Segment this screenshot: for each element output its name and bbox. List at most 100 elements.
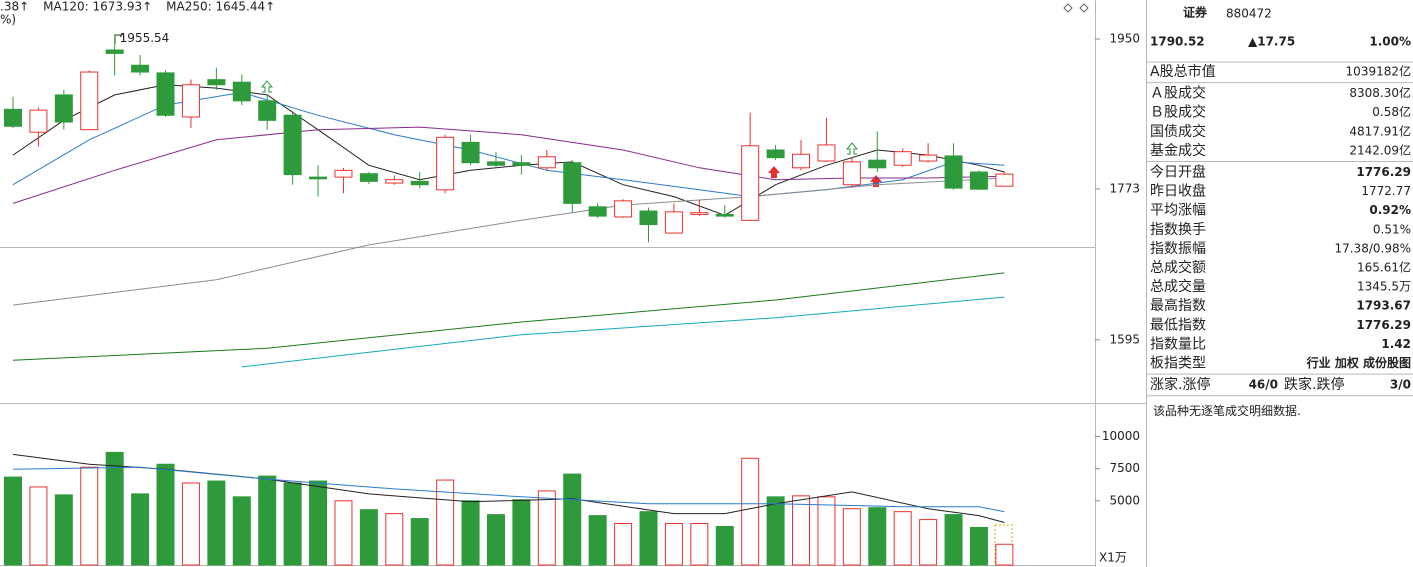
volume-bar [385,513,404,566]
volume-bar [207,480,226,566]
row-value: 17.38/0.98% [1334,241,1411,255]
volume-bar [842,508,861,566]
volume-bar [283,482,302,566]
volume-bar [563,473,582,566]
y-tick-label: 5000 [1109,493,1140,507]
toggle-icon[interactable] [1079,3,1089,13]
volume-bar [80,466,99,566]
row-value: 165.61亿 [1357,260,1411,275]
row-value: 1345.5万 [1357,280,1411,294]
row-value: 2142.09亿 [1349,142,1411,157]
candle-body [283,114,302,176]
candle-body [436,136,455,191]
candle-body [29,109,48,133]
candle-body [563,162,582,204]
row-label: 总成交额 [1150,259,1206,276]
candle-body [131,64,150,73]
y-tick-label: 1595 [1109,332,1140,346]
ma-line [12,466,1005,513]
volume-bar [588,515,607,566]
candle-body [766,149,785,159]
candle-body [207,79,226,86]
candle-body [614,200,633,218]
signal-icon [845,142,859,155]
ma-legend: MA250: 1645.44↑ [166,0,275,14]
panel-note: 该品种无逐笔成交明细数据. [1153,403,1301,418]
volume-bar [436,479,455,566]
candle-body [868,159,887,169]
row-value: 0.58亿 [1372,104,1411,119]
row-value: 行业 加权 成份股图 [1306,355,1411,370]
candle-body [664,211,683,234]
change-pct: 1.00% [1369,35,1411,49]
row-label: 国债成交 [1150,123,1206,140]
ma-legend: .38↑ [0,0,29,14]
candle-body [309,176,328,180]
volume-bar [664,523,683,566]
candle-body [232,81,251,102]
row-label: 最低指数 [1150,317,1206,333]
candle-body [105,49,124,54]
row-value: 1772.77 [1361,184,1411,198]
volume-bar [537,490,556,566]
row-label: 涨家.涨停 [1150,376,1210,393]
candle-body [792,153,811,169]
candle-body [181,84,200,118]
row-value: 1793.67 [1356,299,1411,313]
volume-bar [54,494,73,566]
candle-body [359,173,378,182]
volume-bar [792,495,811,566]
candle-body [385,179,404,184]
row-label: 跌家.跌停 [1284,376,1344,393]
candle-body [410,180,429,186]
candle-body [4,108,22,127]
signal-icon [768,166,780,178]
volume-bar [969,526,988,566]
toggle-icon[interactable] [1063,3,1073,13]
candle-body [639,210,658,226]
candle-body [842,161,861,186]
volume-bar [4,476,22,566]
volume-bar [486,514,505,566]
volume-bar [29,486,48,566]
candle-body [588,206,607,217]
volume-bar [944,514,963,566]
candle-body [258,100,277,121]
candle-body [461,141,480,164]
volume-bar [512,499,531,566]
candle-body [995,173,1014,187]
volume-bar [334,500,353,566]
candle-body [690,212,709,215]
row-label: 指数振幅 [1150,241,1206,257]
volume-bar [766,496,785,566]
volume-bar [232,496,251,566]
row-value: 1776.29 [1356,318,1411,332]
candle-body [486,161,505,166]
candle-body [919,154,938,162]
row-value: 1776.29 [1356,165,1411,179]
row-label: 最高指数 [1150,297,1206,314]
volume-bar [614,523,633,566]
price-change: ▲17.75 [1248,35,1295,49]
y-tick-label: 10000 [1102,429,1140,443]
volume-bar [639,511,658,566]
row-value: 3/0 [1390,378,1411,392]
candle-body [969,171,988,190]
row-value: 1039182亿 [1346,64,1411,79]
volume-bar [410,518,429,566]
volume-bar [690,523,709,566]
window-buttons[interactable] [1063,3,1089,13]
row-value: 0.51% [1373,222,1411,236]
row-label: A股总市值 [1150,63,1216,80]
volume-bar [258,475,277,566]
row-label: 平均涨幅 [1150,203,1206,219]
row-label: 基金成交 [1150,142,1206,159]
volume-bar [181,482,200,566]
candle-body [893,151,912,166]
candle-body [715,213,734,217]
y-tick-label: 1950 [1109,31,1140,45]
candle-body [944,155,963,189]
signal-icon [260,80,274,93]
row-value: 8308.30亿 [1349,85,1411,100]
